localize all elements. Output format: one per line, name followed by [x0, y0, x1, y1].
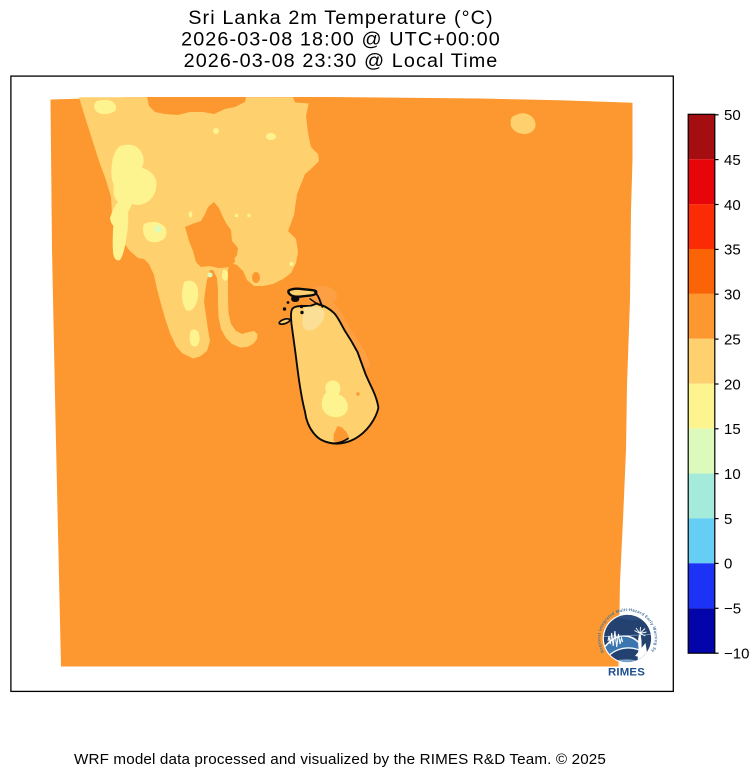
svg-text:50: 50 [724, 107, 741, 124]
svg-text:25: 25 [724, 331, 741, 348]
svg-text:−5: −5 [724, 601, 741, 618]
svg-text:35: 35 [724, 242, 741, 259]
svg-text:2026-03-08 23:30 @ Local Time: 2026-03-08 23:30 @ Local Time [184, 50, 499, 72]
svg-text:2026-03-08 18:00 @ UTC+00:00: 2026-03-08 18:00 @ UTC+00:00 [181, 29, 501, 51]
svg-text:10: 10 [724, 466, 741, 483]
svg-text:−10: −10 [724, 646, 749, 663]
svg-text:20: 20 [724, 376, 741, 393]
svg-text:40: 40 [724, 197, 741, 214]
svg-text:15: 15 [724, 421, 741, 438]
svg-text:WRF model data processed and v: WRF model data processed and visualized … [74, 751, 606, 768]
svg-text:30: 30 [724, 287, 741, 304]
svg-text:0: 0 [724, 556, 732, 573]
svg-text:RIMES: RIMES [608, 667, 645, 679]
svg-text:45: 45 [724, 152, 741, 169]
svg-text:5: 5 [724, 511, 732, 528]
svg-text:Sri Lanka 2m Temperature (°C): Sri Lanka 2m Temperature (°C) [188, 7, 494, 29]
